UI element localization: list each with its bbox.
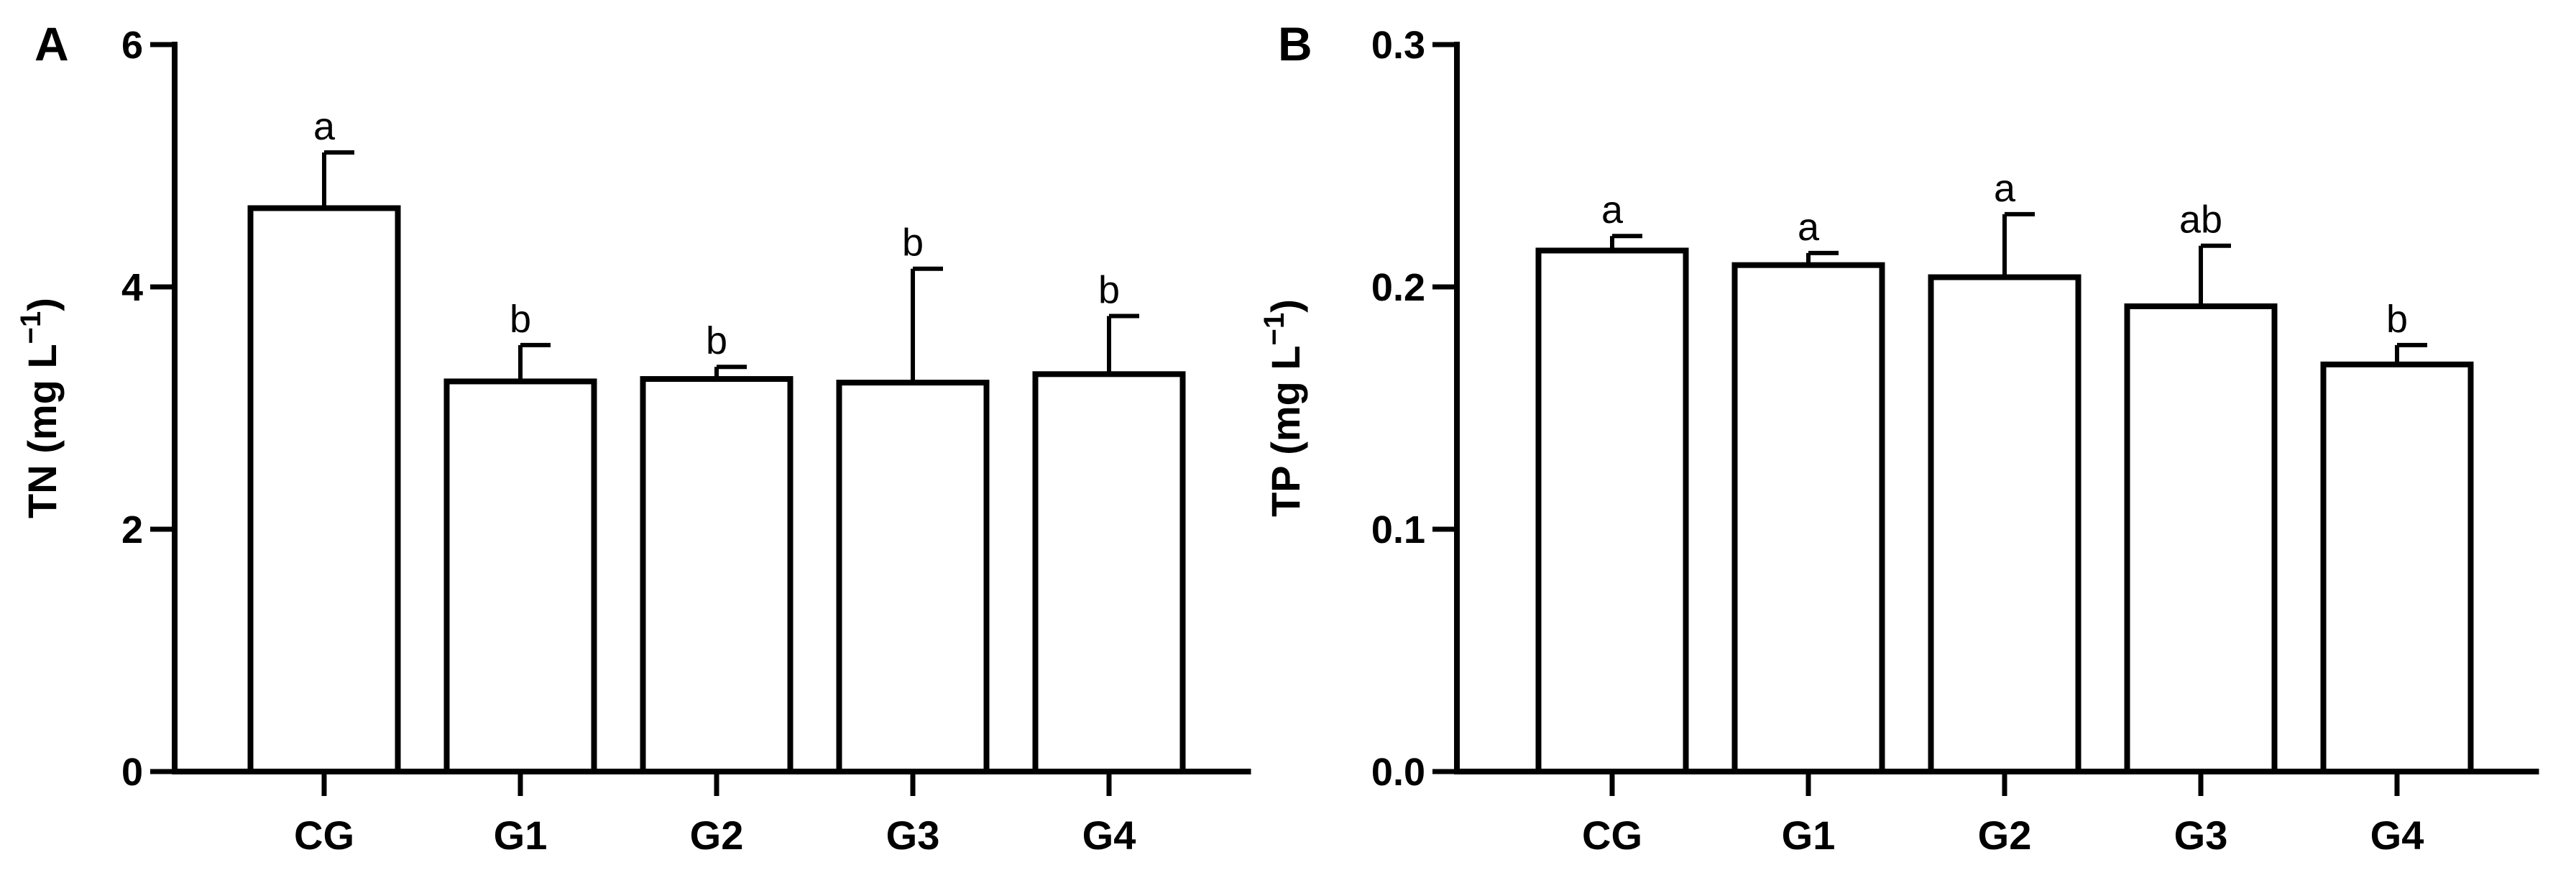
bar-cg [247,205,401,775]
significance-label-cg: a [313,105,336,148]
significance-label-g3: b [902,221,924,265]
bar-g3 [2124,303,2278,774]
panel-letter-a: A [34,17,69,70]
significance-label-cg: a [1601,188,1624,232]
bar-cg [1535,247,1689,774]
y-tick-label: 0 [121,751,143,794]
significance-label-g1: b [510,298,531,341]
y-tick-label: 0.2 [1371,266,1425,309]
y-tick-label: 0.1 [1371,508,1425,552]
bar-g3 [836,380,990,774]
significance-label-g3: ab [2179,198,2222,242]
x-tick-label-g3: G3 [2174,813,2228,858]
x-tick-label-g1: G1 [494,813,548,858]
x-tick-label-g4: G4 [1082,813,1136,858]
y-tick-label: 0.0 [1371,751,1425,794]
significance-label-g4: b [2386,298,2408,341]
x-tick-label-cg: CG [1582,813,1642,858]
bar-g2 [1928,274,2082,774]
bar-g2 [640,376,794,774]
x-tick-label-g1: G1 [1782,813,1836,858]
panel-b-tp-chart: B 0.0 0.1 0.2 0.3 TP (mg L−1) a CG a G1 a G2 ab G3 b G4 [1259,17,2539,858]
significance-label-g2: a [1994,167,2016,210]
y-tick-label: 6 [121,24,143,67]
significance-label-g4: b [1098,268,1120,311]
x-tick-label-g4: G4 [2370,813,2424,858]
x-tick-label-g2: G2 [690,813,744,858]
panel-a-tn-chart: A 0 2 4 6 TN (mg L−1) a CG b G1 b G2 b G3 b G4 [15,17,1251,858]
y-tick-label: 4 [121,266,143,309]
x-tick-label-g2: G2 [1978,813,2032,858]
bar-g1 [443,378,597,774]
x-tick-label-cg: CG [294,813,354,858]
bar-g4 [2320,361,2474,774]
panel-letter-b: B [1278,17,1312,70]
y-axis-title: TP (mg L−1) [1259,299,1308,517]
x-tick-label-g3: G3 [886,813,940,858]
y-axis-title: TN (mg L−1) [15,298,65,518]
bar-g1 [1731,262,1885,775]
significance-label-g2: b [706,319,727,362]
significance-label-g1: a [1798,206,1820,249]
y-tick-label: 0.3 [1371,24,1425,67]
bar-g4 [1032,371,1186,774]
y-tick-label: 2 [121,508,143,552]
